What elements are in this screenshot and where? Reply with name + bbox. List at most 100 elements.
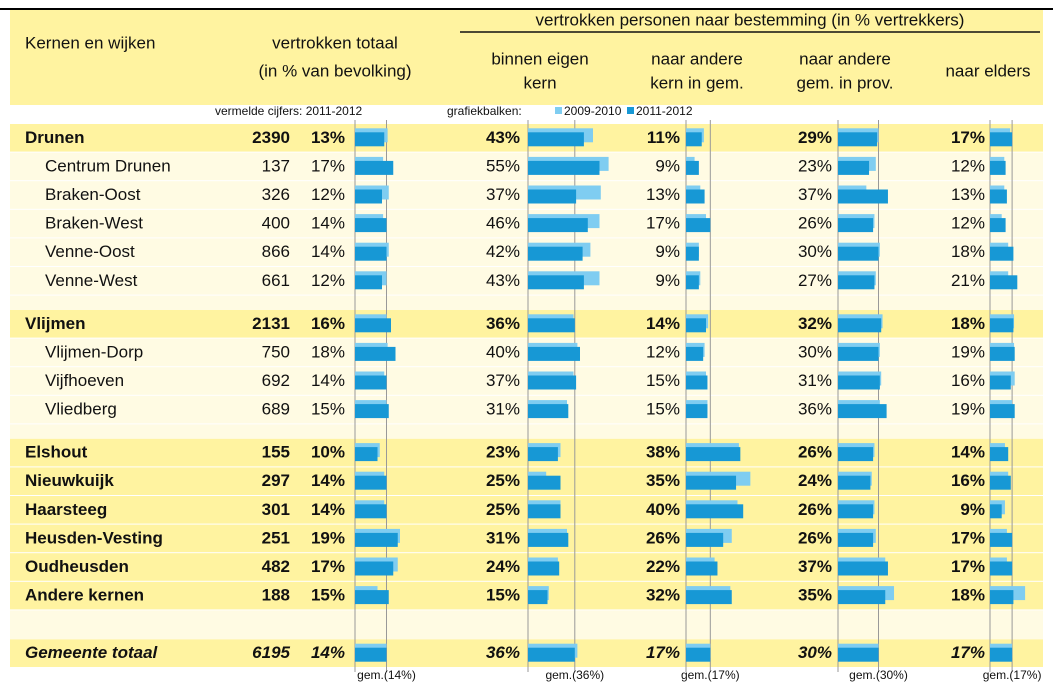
bar-current [990,561,1013,576]
bar-current [528,375,577,390]
bar-current [838,246,879,261]
row-percent: 10% [311,443,345,462]
header-label: vertrokken personen naar bestemming (in … [536,10,965,29]
row-percent: 36% [798,400,832,419]
average-label: gem.(30%) [849,668,908,682]
bar-current [990,375,1011,390]
row-percent: 26% [798,443,832,462]
row-percent: 38% [646,443,680,462]
row-background [10,310,1043,338]
bar-current [528,189,577,204]
bar-current [990,246,1014,261]
bar-current [686,504,744,519]
row-percent: 13% [311,128,345,147]
average-label: gem.(17%) [681,668,740,682]
bar-current [686,532,724,547]
bar-current [686,132,702,147]
row-percent: 26% [798,528,832,547]
row-count: 297 [262,471,290,490]
bar-current [838,160,870,175]
row-background [10,124,1043,152]
row-percent: 15% [311,586,345,605]
row-name: Oudheusden [25,557,129,576]
row-percent: 19% [951,342,985,361]
row-percent: 16% [951,471,985,490]
row-count: 2390 [252,128,290,147]
bar-current [990,647,1013,662]
bar-current [838,504,874,519]
row-percent: 18% [311,342,345,361]
row-name: Nieuwkuijk [25,471,114,490]
row-percent: 17% [951,557,985,576]
row-percent: 15% [311,400,345,419]
bar-current [990,404,1015,419]
row-name: Andere kernen [25,586,144,605]
row-percent: 55% [486,156,520,175]
row-percent: 24% [486,557,520,576]
row-percent: 18% [951,314,985,333]
row-background [10,338,1043,367]
row-percent: 46% [486,214,520,233]
bar-current [686,189,705,204]
row-percent: 9% [655,156,680,175]
row-background [10,367,1043,395]
row-percent: 14% [311,500,345,519]
row-count: 692 [262,371,290,390]
header-label: vertrokken totaal [272,33,398,52]
row-percent: 16% [951,371,985,390]
row-count: 301 [262,500,290,519]
bar-current [838,590,886,605]
row-percent: 36% [486,314,520,333]
row-percent: 12% [646,342,680,361]
bar-current [990,475,1011,490]
row-percent: 26% [646,528,680,547]
row-name: Vlijmen-Dorp [45,342,143,361]
bar-current [686,590,732,605]
gap-row [10,424,1043,439]
row-background [10,524,1043,553]
header-label: naar elders [945,61,1030,80]
bar-current [528,318,575,333]
row-percent: 31% [486,528,520,547]
row-percent: 29% [798,128,832,147]
row-count: 750 [262,342,290,361]
row-percent: 23% [486,443,520,462]
row-name: Haarsteeg [25,500,107,519]
row-count: 661 [262,271,290,290]
gap-row [10,295,1043,310]
bar-current [355,561,394,576]
bar-current [528,447,558,462]
row-percent: 17% [311,557,345,576]
bar-current [686,561,718,576]
bar-current [528,218,588,233]
row-percent: 21% [951,271,985,290]
legend-label: 2011-2012 [636,104,693,118]
row-count: 137 [262,156,290,175]
bar-current [838,647,879,662]
row-percent: 15% [486,586,520,605]
bar-current [528,160,600,175]
bar-current [990,532,1013,547]
row-percent: 37% [486,371,520,390]
row-count: 188 [262,586,290,605]
bar-current [528,504,561,519]
bar-current [355,532,398,547]
row-name: Gemeente totaal [25,643,159,662]
row-percent: 43% [486,128,520,147]
average-label: gem.(14%) [357,668,416,682]
bar-current [355,504,387,519]
row-percent: 40% [486,342,520,361]
row-background [10,209,1043,238]
bar-current [686,447,741,462]
row-percent: 42% [486,242,520,261]
row-count: 251 [262,528,290,547]
row-percent: 14% [311,643,345,662]
row-percent: 16% [311,314,345,333]
bar-current [990,160,1006,175]
row-percent: 9% [960,500,985,519]
row-percent: 14% [646,314,680,333]
bar-current [355,275,382,290]
row-percent: 24% [798,471,832,490]
row-percent: 12% [951,214,985,233]
